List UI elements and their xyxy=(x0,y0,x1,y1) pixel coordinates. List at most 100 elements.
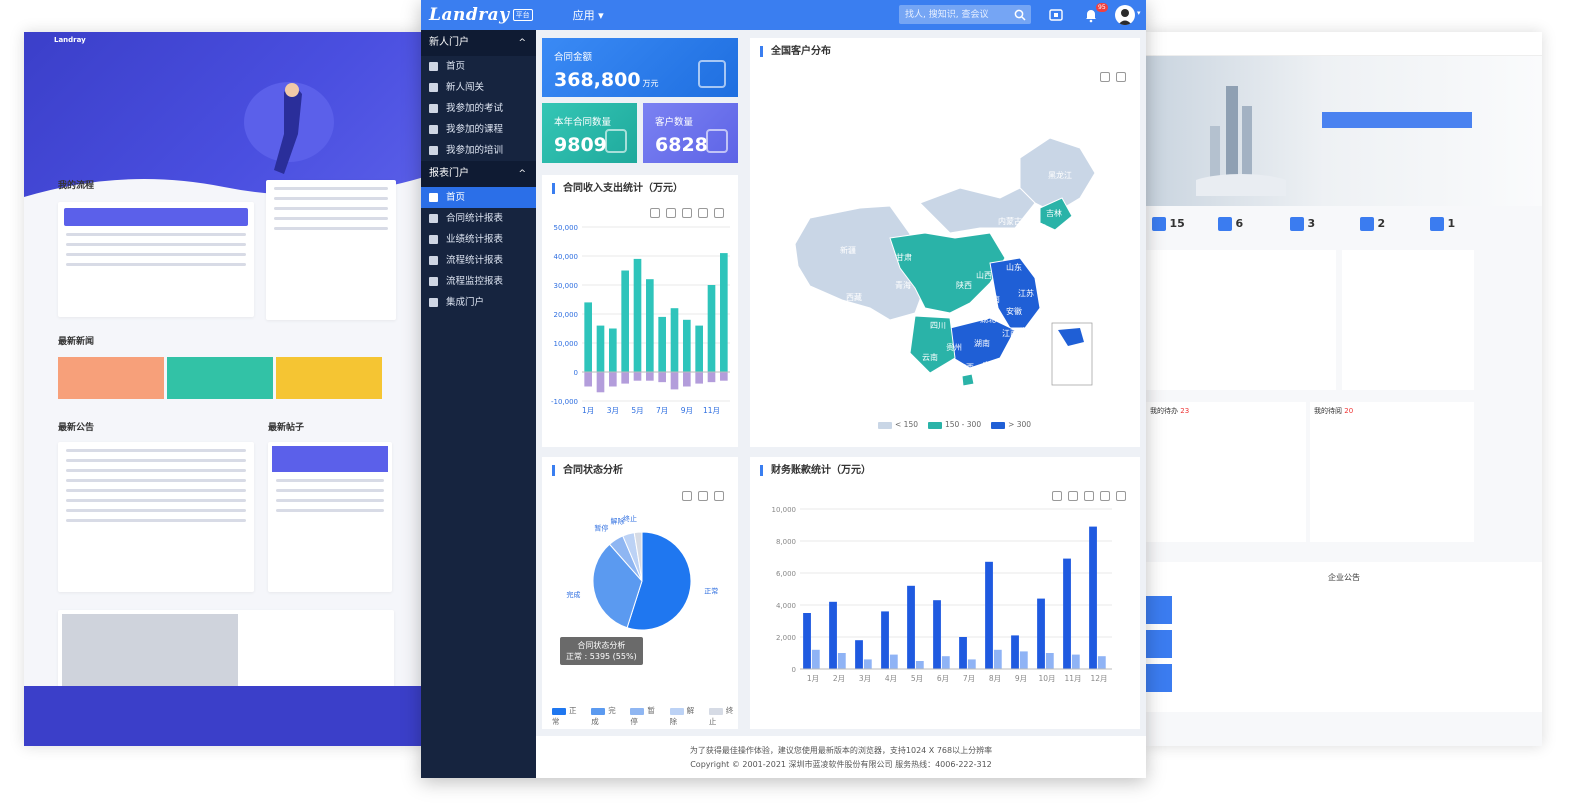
section-title: 我的流程 xyxy=(58,181,95,191)
app-grid-icon[interactable] xyxy=(1048,7,1064,23)
line-chart-icon xyxy=(682,208,692,218)
search-input[interactable] xyxy=(899,5,1031,24)
legend-item[interactable]: 解除 xyxy=(669,706,695,726)
legend-item[interactable]: 正常 xyxy=(552,706,577,726)
map-label: 浙江 xyxy=(1020,326,1036,336)
y-tick-label: 2,000 xyxy=(776,634,796,642)
x-tick-label: 12月 xyxy=(1090,674,1107,683)
map-panel: 全国客户分布 新疆 西藏 青海 甘肃 xyxy=(750,38,1140,447)
bar xyxy=(720,372,728,381)
user-avatar[interactable] xyxy=(1115,5,1135,25)
map-region-hainan xyxy=(961,373,975,387)
bar xyxy=(1071,654,1080,669)
sidebar-group-reports[interactable]: 报表门户 xyxy=(421,161,536,187)
bar xyxy=(695,372,703,384)
app-menu-dropdown[interactable]: 应用 ▾ xyxy=(572,9,604,22)
x-tick-label: 9月 xyxy=(681,406,693,415)
stat-item: 1 xyxy=(1430,217,1490,235)
legend-item[interactable]: 完成 xyxy=(591,706,616,726)
bar xyxy=(1037,598,1045,669)
map-label: 湖南 xyxy=(974,338,990,348)
calendar-card xyxy=(266,180,396,320)
chart-toolbar[interactable] xyxy=(682,491,724,501)
panel-title: 全国客户分布 xyxy=(760,46,831,57)
map-regions xyxy=(794,137,1096,387)
user-icon xyxy=(706,129,728,153)
footer-browser-note: 为了获得最佳操作体验，建议您使用最新版本的浏览器，支持1024 X 768以上分… xyxy=(689,746,993,755)
x-tick-label: 6月 xyxy=(937,674,949,683)
chart-toolbar[interactable] xyxy=(1052,491,1126,501)
download-icon xyxy=(698,491,708,501)
page-icon xyxy=(429,62,438,71)
stat-item: 2 xyxy=(1360,217,1420,235)
news-card-2 xyxy=(167,357,273,399)
pie-slice xyxy=(633,531,643,582)
bar xyxy=(829,601,837,669)
bar xyxy=(967,659,976,669)
map-region-west xyxy=(794,205,926,321)
section-title: 最新公告 xyxy=(58,423,95,433)
sidebar-item-flow-report[interactable]: 流程统计报表 xyxy=(421,250,536,271)
bar xyxy=(646,372,654,381)
inset-shape xyxy=(1058,328,1084,346)
map-label: 安徽 xyxy=(1006,306,1022,316)
landray-logo[interactable]: Landray xyxy=(429,5,510,25)
x-tick-label: 8月 xyxy=(989,674,1001,683)
map-label: 河南 xyxy=(984,294,1000,304)
monitor-icon xyxy=(429,277,438,286)
map-label: 广西 xyxy=(958,362,974,372)
schedule-block xyxy=(1342,250,1474,390)
sidebar-item-home[interactable]: 首页 xyxy=(421,56,536,77)
map-label: 甘肃 xyxy=(896,252,912,262)
map-label: 陕西 xyxy=(956,280,972,290)
sidebar-item-challenge[interactable]: 新人闯关 xyxy=(421,77,536,98)
logo-badge: 平台 xyxy=(512,9,533,21)
legend-item[interactable]: 终止 xyxy=(708,706,734,726)
sidebar-item-performance-report[interactable]: 业绩统计报表 xyxy=(421,229,536,250)
sidebar-item-contract-report[interactable]: 合同统计报表 xyxy=(421,208,536,229)
y-tick-label: 0 xyxy=(574,369,578,377)
download-icon xyxy=(666,208,676,218)
map-region-mid-teal xyxy=(889,232,1006,314)
hero-illustration xyxy=(244,82,334,174)
chart-toolbar[interactable] xyxy=(650,208,724,218)
bar xyxy=(1097,656,1106,669)
sidebar-group-newcomer[interactable]: 新人门户 xyxy=(421,30,536,56)
pie-tooltip: 合同状态分析 正常 : 5395 (55%) xyxy=(560,637,643,665)
chevron-down-icon[interactable]: ▾ xyxy=(1137,9,1141,17)
announcement-block: 企业公告 xyxy=(1146,562,1542,712)
pie-label: 正常 xyxy=(704,587,718,596)
background-portal-right: 15 6 3 2 1 我的待办 23 我的待阅 20 企业公告 xyxy=(1146,32,1542,746)
pie-slice xyxy=(592,543,643,629)
bar xyxy=(707,285,716,372)
case-banner xyxy=(58,610,394,690)
x-tick-label: 5月 xyxy=(911,674,923,683)
pie-label: 完成 xyxy=(566,590,580,599)
bar xyxy=(658,316,666,372)
sidebar-item-training[interactable]: 我参加的培训 xyxy=(421,140,536,161)
sidebar-item-exams[interactable]: 我参加的考试 xyxy=(421,98,536,119)
sidebar-item-courses[interactable]: 我参加的课程 xyxy=(421,119,536,140)
sidebar-item-monitor-report[interactable]: 流程监控报表 xyxy=(421,271,536,292)
bar xyxy=(993,649,1002,669)
legend-item[interactable]: 暂停 xyxy=(630,706,655,726)
bell-icon[interactable] xyxy=(1083,7,1099,23)
section-title: 最新帖子 xyxy=(268,423,305,433)
sidebar-item-report-home[interactable]: 首页 xyxy=(421,187,536,208)
bar xyxy=(837,653,846,669)
map-label: 河北 xyxy=(1002,242,1018,252)
stat-item: 6 xyxy=(1218,217,1278,235)
line-chart-icon xyxy=(1084,491,1094,501)
sidebar-item-integration[interactable]: 集成门户 xyxy=(421,292,536,313)
x-tick-label: 10月 xyxy=(1038,674,1055,683)
image-icon xyxy=(429,146,438,155)
bar xyxy=(863,659,872,669)
section-title: 最新新闻 xyxy=(58,337,95,347)
search-icon[interactable] xyxy=(1009,5,1031,24)
map-toolbar[interactable] xyxy=(1100,72,1126,82)
bar-chart-icon xyxy=(698,208,708,218)
status-chart-panel: 合同状态分析 正常 完成 暂停 解除 终止 合同状态分析 正常 : 5395 (55%)… xyxy=(542,457,738,729)
download-icon xyxy=(1100,72,1110,82)
stat-item: 3 xyxy=(1290,217,1350,235)
